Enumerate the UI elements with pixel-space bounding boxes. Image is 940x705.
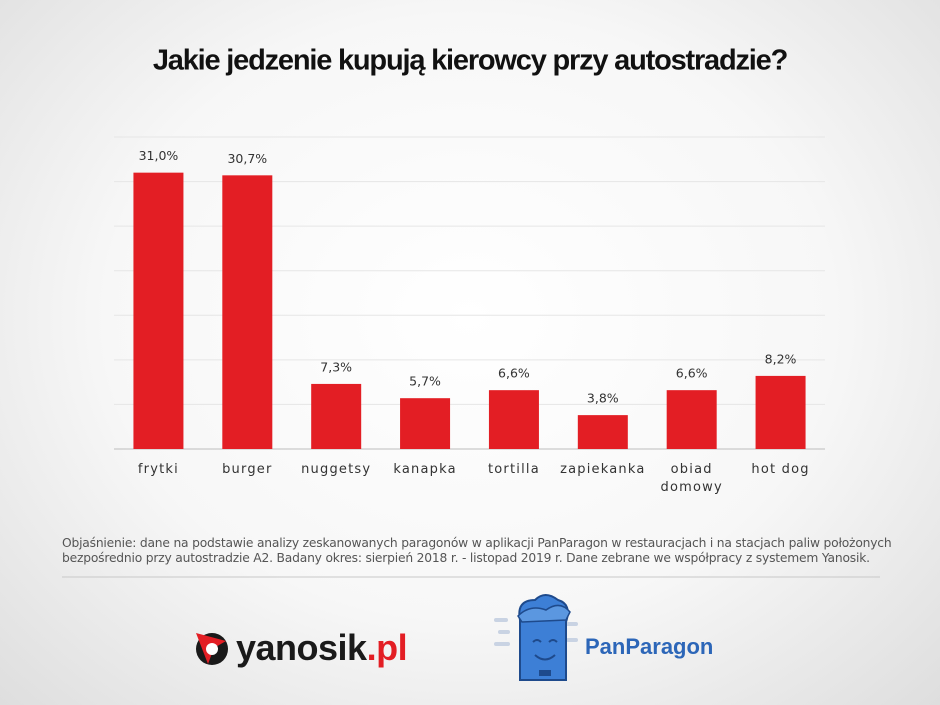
bar bbox=[577, 415, 628, 449]
logo-text: yanosik bbox=[236, 627, 368, 668]
chart-title: Jakie jedzenie kupują kierowcy przy auto… bbox=[153, 45, 788, 77]
value-label: 8,2% bbox=[765, 351, 797, 366]
yanosik-logo: yanosik.pl bbox=[196, 627, 408, 668]
bar bbox=[666, 390, 717, 449]
bar bbox=[222, 175, 273, 449]
bar bbox=[488, 390, 539, 449]
value-label: 6,6% bbox=[676, 366, 708, 381]
x-tick-label: hot dog bbox=[751, 462, 810, 477]
logo-text: .pl bbox=[367, 627, 408, 668]
value-label: 6,6% bbox=[498, 366, 530, 381]
footnote: Objaśnienie: dane na podstawie analizy z… bbox=[62, 536, 892, 565]
bar bbox=[311, 383, 362, 449]
x-tick-label: obiad domowy bbox=[660, 462, 723, 495]
bar bbox=[133, 172, 184, 449]
x-tick-label: tortilla bbox=[487, 462, 540, 477]
bar bbox=[400, 398, 451, 449]
x-tick-label: kanapka bbox=[393, 462, 457, 477]
logo-text: PanParagon bbox=[585, 634, 713, 659]
value-label: 30,7% bbox=[227, 151, 267, 166]
x-tick-label: frytki bbox=[137, 462, 179, 477]
x-tick-label: burger bbox=[222, 462, 273, 477]
value-label: 7,3% bbox=[320, 359, 352, 374]
panparagon-logo: PanParagon bbox=[494, 594, 713, 681]
value-label: 5,7% bbox=[409, 374, 441, 389]
value-label: 3,8% bbox=[587, 391, 619, 406]
bar bbox=[755, 375, 806, 449]
x-tick-label: zapiekanka bbox=[560, 462, 646, 477]
logo-text: yanosik.pl bbox=[236, 627, 407, 668]
value-label: 31,0% bbox=[139, 148, 179, 163]
x-tick-label: nuggetsy bbox=[301, 462, 372, 477]
